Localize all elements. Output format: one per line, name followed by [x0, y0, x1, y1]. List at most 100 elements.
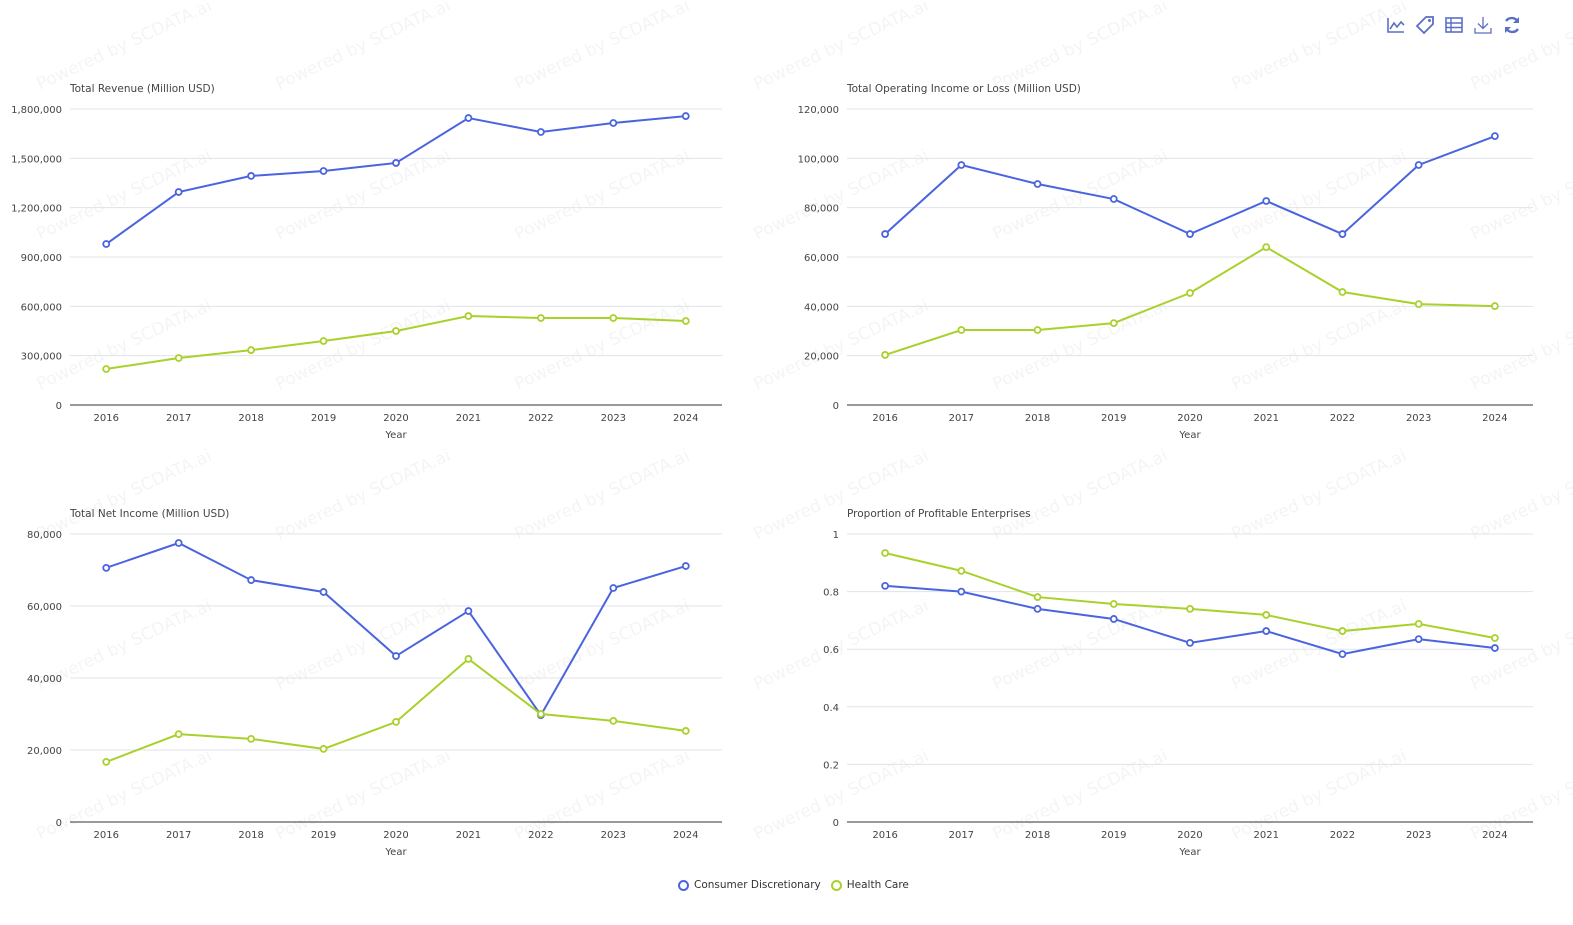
y-tick-label: 300,000 [21, 352, 62, 363]
data-point [957, 587, 966, 596]
x-tick-label: 2018 [238, 413, 263, 424]
data-point [957, 326, 966, 334]
x-tick-label: 2022 [1330, 830, 1355, 841]
y-tick-label: 0 [833, 818, 839, 829]
line-chart-icon[interactable] [1386, 14, 1406, 36]
x-tick-label: 2021 [1253, 413, 1278, 424]
data-point [609, 314, 618, 322]
x-tick-label: 2024 [673, 413, 698, 424]
x-tick-label: 2023 [601, 413, 626, 424]
data-point [319, 588, 328, 596]
data-point [1033, 326, 1042, 334]
chart-legend: Consumer Discretionary Health Care [678, 879, 909, 891]
x-tick-label: 2024 [1482, 830, 1507, 841]
y-tick-label: 1,800,000 [11, 105, 62, 116]
data-point [247, 172, 256, 180]
x-tick-label: 2022 [528, 830, 553, 841]
data-point [174, 539, 183, 547]
data-point [681, 112, 690, 120]
data-point [174, 730, 183, 739]
data-point [881, 230, 890, 238]
data-point [464, 607, 473, 615]
data-point [102, 757, 111, 766]
data-point [681, 727, 690, 735]
x-axis-title: Year [384, 430, 407, 441]
x-tick-label: 2019 [1101, 413, 1126, 424]
x-tick-label: 2016 [872, 413, 897, 424]
data-point [536, 128, 545, 136]
y-tick-label: 0.2 [823, 760, 839, 771]
x-tick-label: 2022 [528, 413, 553, 424]
y-tick-label: 80,000 [27, 530, 62, 541]
data-point [1490, 644, 1499, 652]
x-tick-label: 2021 [456, 830, 481, 841]
x-tick-label: 2017 [949, 413, 974, 424]
data-point [957, 161, 966, 169]
data-point [1109, 600, 1118, 608]
data-point [1414, 635, 1423, 644]
chart-title: Proportion of Profitable Enterprises [847, 508, 1031, 520]
legend-marker-icon [830, 879, 842, 891]
data-point [681, 317, 690, 325]
chart-title: Total Operating Income or Loss (Million … [846, 83, 1081, 95]
data-point [1338, 627, 1347, 635]
series-line-health-care [884, 245, 1495, 356]
series-line-health-care [105, 657, 686, 763]
data-point [174, 188, 183, 196]
data-point [174, 354, 183, 362]
x-tick-label: 2023 [1406, 413, 1431, 424]
x-axis-title: Year [1178, 430, 1201, 441]
data-table-icon[interactable] [1444, 14, 1464, 36]
x-tick-label: 2019 [1101, 830, 1126, 841]
legend-item-consumer-discretionary[interactable]: Consumer Discretionary [678, 879, 821, 891]
data-point [536, 710, 545, 718]
legend-marker-icon [678, 879, 689, 891]
x-tick-label: 2016 [872, 830, 897, 841]
data-point [102, 365, 111, 373]
data-point [1414, 161, 1423, 169]
data-point [1262, 197, 1271, 205]
data-point [319, 745, 328, 753]
y-tick-label: 1,200,000 [11, 204, 62, 215]
y-tick-label: 0.8 [823, 588, 839, 599]
data-point [392, 327, 400, 335]
x-tick-label: 2019 [311, 830, 336, 841]
data-point [609, 119, 618, 127]
data-point [609, 716, 618, 725]
x-tick-label: 2024 [673, 830, 698, 841]
y-tick-label: 0.6 [823, 645, 839, 656]
y-tick-label: 40,000 [27, 674, 62, 685]
data-point [319, 167, 328, 175]
data-point [1109, 319, 1118, 328]
data-point [247, 576, 256, 584]
data-point [609, 584, 618, 592]
data-point [319, 337, 328, 345]
legend-label: Health Care [846, 879, 909, 891]
tag-icon[interactable] [1415, 14, 1435, 36]
x-axis-title: Year [384, 847, 407, 858]
x-tick-label: 2021 [1253, 830, 1278, 841]
x-tick-label: 2020 [383, 830, 408, 841]
data-point [1033, 593, 1042, 601]
download-icon[interactable] [1473, 14, 1493, 36]
x-tick-label: 2017 [949, 830, 974, 841]
data-point [1109, 615, 1118, 623]
data-point [464, 114, 473, 122]
data-point [247, 346, 256, 354]
legend-label: Consumer Discretionary [694, 879, 821, 891]
x-tick-label: 2018 [1025, 413, 1050, 424]
data-point [1338, 230, 1347, 238]
refresh-icon[interactable] [1502, 14, 1522, 36]
legend-item-health-care[interactable]: Health Care [830, 879, 909, 891]
y-tick-label: 0.4 [823, 703, 839, 714]
x-tick-label: 2016 [93, 413, 118, 424]
data-point [1490, 634, 1499, 642]
data-point [1109, 195, 1118, 203]
data-point [1186, 638, 1194, 647]
data-point [1186, 604, 1194, 613]
y-tick-label: 0 [56, 401, 62, 412]
x-tick-label: 2018 [1025, 830, 1050, 841]
data-point [957, 566, 966, 575]
x-tick-label: 2020 [383, 413, 408, 424]
series-line-health-care [106, 315, 686, 370]
